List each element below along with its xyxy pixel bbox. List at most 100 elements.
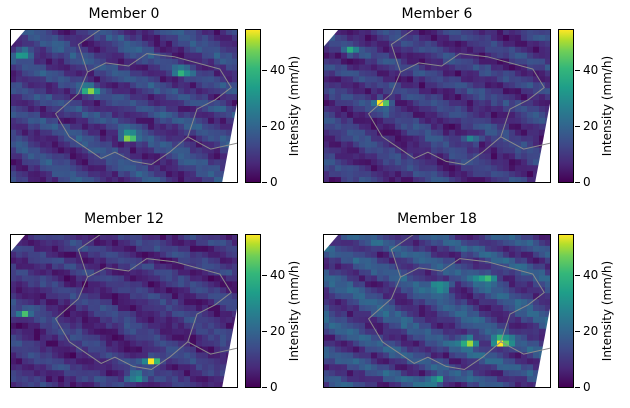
heatmap-cell (142, 129, 149, 137)
heatmap-cell (329, 376, 336, 383)
heatmap-cell (389, 165, 396, 172)
heatmap-cell (389, 305, 396, 312)
heatmap-cell (34, 29, 41, 36)
heatmap-cell (383, 382, 390, 388)
heatmap-cell (142, 358, 149, 365)
colorbar-tick (575, 70, 580, 71)
heatmap-cell (503, 40, 510, 48)
heatmap-cell (491, 153, 498, 160)
heatmap-cell (124, 34, 131, 42)
heatmap-cell (16, 311, 23, 318)
heatmap-cell (455, 305, 462, 312)
heatmap-cell (521, 141, 528, 148)
heatmap-cell (389, 311, 396, 318)
heatmap-cell (377, 76, 384, 83)
heatmap-cell (184, 376, 191, 383)
heatmap-cell (118, 29, 125, 36)
heatmap-cell (479, 94, 486, 101)
heatmap-cell (425, 251, 432, 259)
heatmap-cell (166, 29, 173, 36)
heatmap-cell (503, 239, 510, 247)
heatmap-cell (88, 171, 95, 178)
heatmap-cell (148, 328, 155, 336)
heatmap-cell (335, 58, 342, 65)
heatmap-cell (353, 123, 360, 131)
heatmap-cell (377, 287, 384, 294)
heatmap-cell (82, 141, 89, 148)
heatmap-cell (449, 346, 456, 353)
heatmap-cell (371, 159, 378, 166)
heatmap-cell (22, 299, 29, 306)
heatmap-cell (371, 263, 378, 270)
heatmap-cell (389, 29, 396, 36)
heatmap-cell (335, 281, 342, 288)
heatmap-cell (112, 58, 119, 65)
heatmap-cell (479, 364, 486, 371)
heatmap-cell (509, 293, 516, 300)
colorbar-tick (262, 182, 267, 183)
heatmap-cell (106, 177, 113, 183)
heatmap-cell (136, 29, 143, 36)
heatmap-cell (40, 346, 47, 353)
heatmap-cell (22, 159, 29, 166)
heatmap-cell (413, 153, 420, 160)
heatmap-cell (34, 234, 41, 241)
heatmap-cell (214, 352, 221, 359)
heatmap-cell (82, 159, 89, 166)
heatmap-cell (485, 234, 492, 241)
heatmap-cell (461, 76, 468, 83)
heatmap-cell (52, 159, 59, 166)
heatmap-cell (58, 129, 65, 137)
heatmap-cell (214, 370, 221, 377)
heatmap-cell (383, 88, 390, 95)
heatmap-cell (419, 177, 426, 183)
heatmap-cell (154, 299, 161, 306)
heatmap-cell (533, 40, 540, 48)
heatmap-cell (467, 64, 474, 71)
heatmap-cell (425, 29, 432, 36)
heatmap-cell (473, 251, 480, 259)
heatmap-cell (497, 287, 504, 294)
heatmap-cell (449, 165, 456, 172)
axes-frame (323, 29, 551, 183)
heatmap-cell (491, 40, 498, 48)
heatmap-cell (76, 364, 83, 371)
heatmap-cell (461, 269, 468, 276)
heatmap-cell (76, 123, 83, 131)
heatmap-cell (437, 269, 444, 276)
heatmap-cell (323, 100, 330, 107)
heatmap-cell (323, 70, 330, 77)
heatmap-cell (479, 153, 486, 160)
heatmap-cell (509, 111, 516, 119)
heatmap-cell (329, 257, 336, 265)
panel-title: Member 12 (84, 211, 164, 227)
heatmap-cell (431, 76, 438, 83)
heatmap-cell (533, 263, 540, 270)
heatmap-cell (106, 64, 113, 71)
heatmap-cell (413, 165, 420, 172)
nodata-region (535, 303, 551, 388)
heatmap-cell (142, 147, 149, 154)
heatmap-cell (473, 364, 480, 371)
heatmap-cell (160, 40, 167, 48)
heatmap-cell (232, 64, 238, 71)
heatmap-cell (365, 269, 372, 276)
heatmap-cell (347, 257, 354, 265)
heatmap-cell (82, 58, 89, 65)
heatmap-cell (389, 135, 396, 142)
heatmap-cell (425, 352, 432, 359)
heatmap-cell (70, 316, 77, 324)
heatmap-cell (52, 52, 59, 60)
heatmap-cell (202, 346, 209, 353)
heatmap-cell (94, 171, 101, 178)
heatmap-cell (190, 364, 197, 371)
heatmap-cell (148, 376, 155, 383)
heatmap-cell (485, 305, 492, 312)
heatmap-cell (401, 159, 408, 166)
heatmap-cell (166, 346, 173, 353)
heatmap-cell (46, 147, 53, 154)
heatmap-cell (130, 334, 137, 342)
heatmap-cell (52, 76, 59, 83)
heatmap-cell (401, 322, 408, 330)
heatmap-cell (491, 88, 498, 95)
